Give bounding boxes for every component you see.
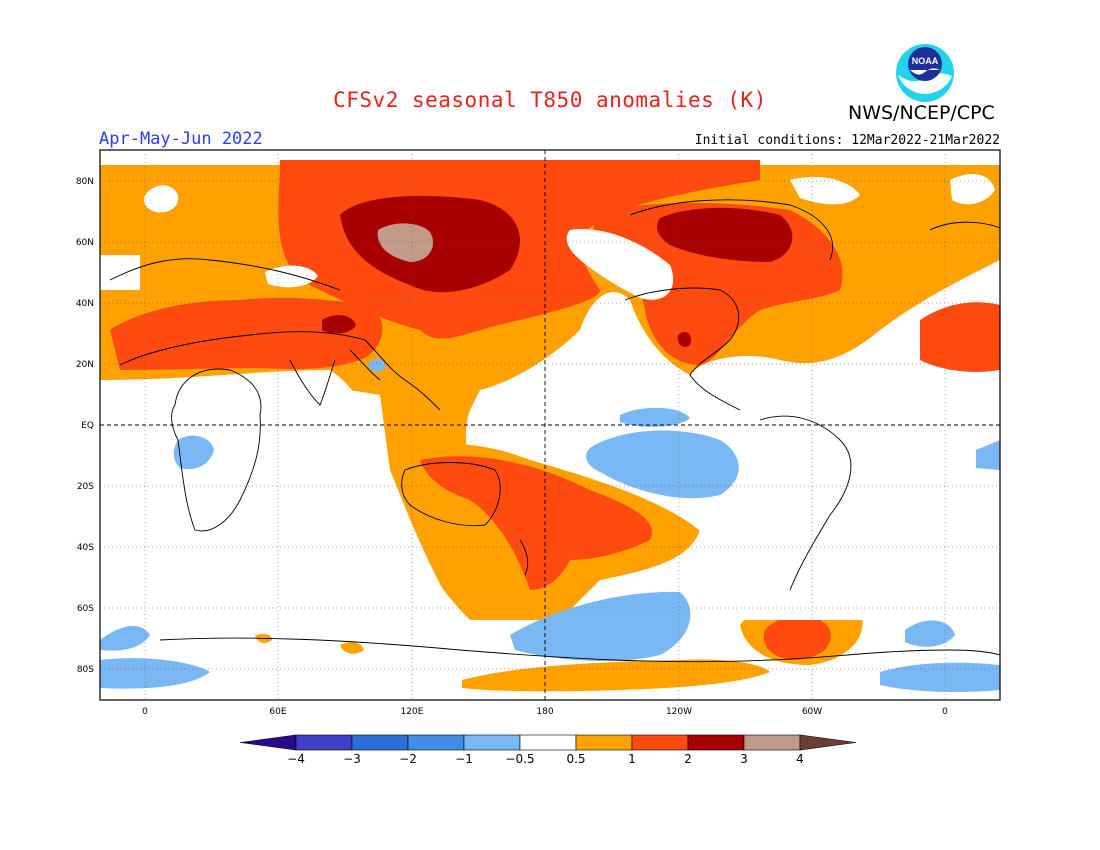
colorbar-tick-label: −4 — [287, 752, 305, 766]
anomaly-region — [100, 255, 140, 290]
colorbar-segment — [520, 735, 576, 750]
lat-label: EQ — [81, 421, 94, 431]
lon-label: 120W — [666, 707, 692, 717]
colorbar-tick-label: 0.5 — [566, 752, 585, 766]
lon-label: 0 — [942, 707, 948, 717]
colorbar-tick-label: −2 — [399, 752, 417, 766]
colorbar-tick-label: −0.5 — [505, 752, 534, 766]
lat-label: 40S — [77, 543, 94, 553]
colorbar-tick-label: 2 — [684, 752, 692, 766]
lat-label: 20S — [77, 482, 94, 492]
colorbar-arrow-low — [240, 735, 296, 750]
colorbar-tick-label: 4 — [796, 752, 804, 766]
colorbar-segment — [632, 735, 688, 750]
lat-label: 60N — [76, 238, 94, 248]
lat-label: 60S — [77, 604, 94, 614]
colorbar-tick-label: −1 — [455, 752, 473, 766]
lon-label: 0 — [142, 707, 148, 717]
colorbar-labels: −4 −3 −2 −1 −0.5 0.5 1 2 3 4 — [287, 752, 804, 766]
colorbar-segment — [352, 735, 408, 750]
colorbar — [240, 735, 856, 750]
colorbar-arrow-high — [800, 735, 856, 750]
colorbar-segment — [688, 735, 744, 750]
lat-label: 20N — [76, 360, 94, 370]
latitude-labels: 80N 60N 40N 20N EQ 20S 40S 60S 80S — [76, 177, 94, 675]
colorbar-segment — [464, 735, 520, 750]
colorbar-tick-label: −3 — [343, 752, 361, 766]
lon-label: 180 — [536, 707, 553, 717]
longitude-labels: 0 60E 120E 180 120W 60W 0 — [142, 707, 948, 717]
lat-label: 40N — [76, 299, 94, 309]
lat-label: 80S — [77, 665, 94, 675]
lon-label: 60E — [269, 707, 286, 717]
anomaly-map: 80N 60N 40N 20N EQ 20S 40S 60S 80S 0 60E… — [0, 0, 1100, 850]
colorbar-segment — [576, 735, 632, 750]
colorbar-tick-label: 3 — [740, 752, 748, 766]
colorbar-segment — [408, 735, 464, 750]
colorbar-segment — [744, 735, 800, 750]
lon-label: 120E — [401, 707, 424, 717]
lon-label: 60W — [802, 707, 822, 717]
lat-label: 80N — [76, 177, 94, 187]
colorbar-tick-label: 1 — [628, 752, 636, 766]
colorbar-segment — [296, 735, 352, 750]
